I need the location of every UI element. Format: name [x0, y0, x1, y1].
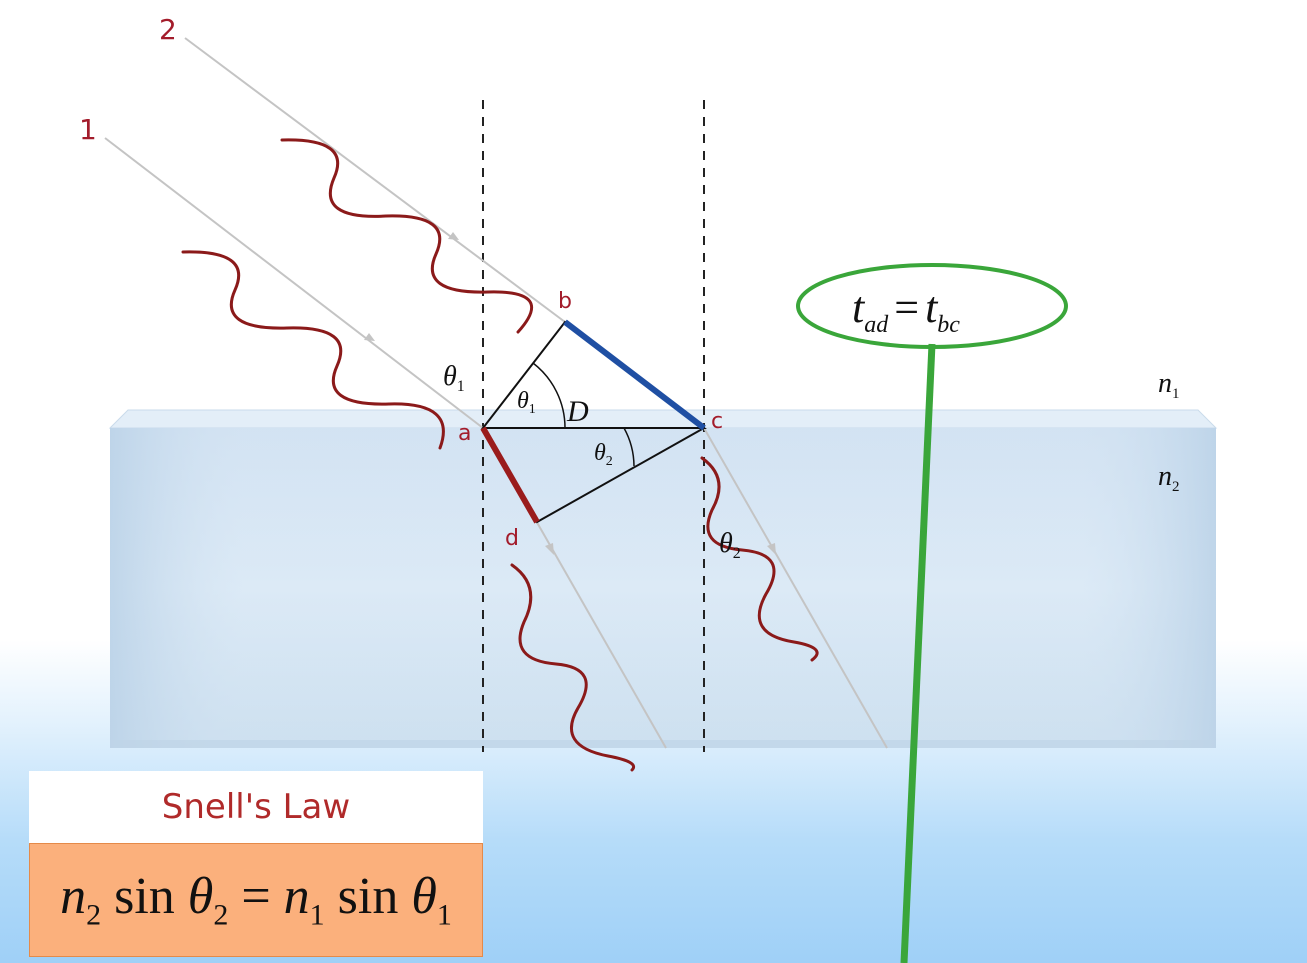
arrow-icon [545, 543, 554, 555]
wave-refracted-1 [510, 563, 635, 772]
ray-2-label: 2 [159, 13, 177, 46]
theta2-refracted-label: θ2 [719, 528, 741, 562]
time-equation-highlight [796, 263, 1068, 963]
snells-law-box: Snell's Law n2 sin θ2 = n1 sin θ1 [29, 771, 483, 957]
segment-ad [480, 426, 540, 524]
wave-incident-2 [280, 138, 533, 334]
ray-2-incident [184, 37, 566, 323]
wave-lines [181, 138, 819, 772]
n1-label: n1 [1158, 368, 1180, 402]
wave-incident-1 [181, 250, 445, 450]
segment-bc [563, 319, 706, 431]
n2-label: n2 [1158, 461, 1180, 495]
point-c-label: c [711, 409, 723, 434]
glass-block [108, 409, 1218, 748]
angle-arc-theta2 [623, 427, 635, 467]
arrow-icon [448, 232, 459, 240]
theta1-normal-label: θ1 [443, 361, 465, 395]
arrow-icon [364, 333, 375, 341]
ray-1-incident [104, 137, 484, 429]
theta2-triangle-label: θ2 [594, 440, 613, 469]
wave-refracted-2 [700, 456, 819, 662]
ray-1-label: 1 [79, 113, 97, 146]
ray-arrows [364, 232, 776, 555]
distance-D-label: D [566, 395, 589, 428]
point-b-label: b [558, 289, 572, 314]
arrow-icon [767, 543, 776, 555]
point-a-label: a [458, 421, 471, 446]
point-d-label: d [505, 526, 519, 551]
angle-arc-theta1 [532, 362, 566, 429]
snells-law-formula: n2 sin θ2 = n1 sin θ1 [29, 843, 483, 957]
theta1-triangle-label: θ1 [517, 388, 536, 417]
time-equation: tad = tbc [852, 283, 960, 338]
ray-2-refracted [703, 427, 888, 749]
snells-law-title: Snell's Law [29, 771, 483, 843]
